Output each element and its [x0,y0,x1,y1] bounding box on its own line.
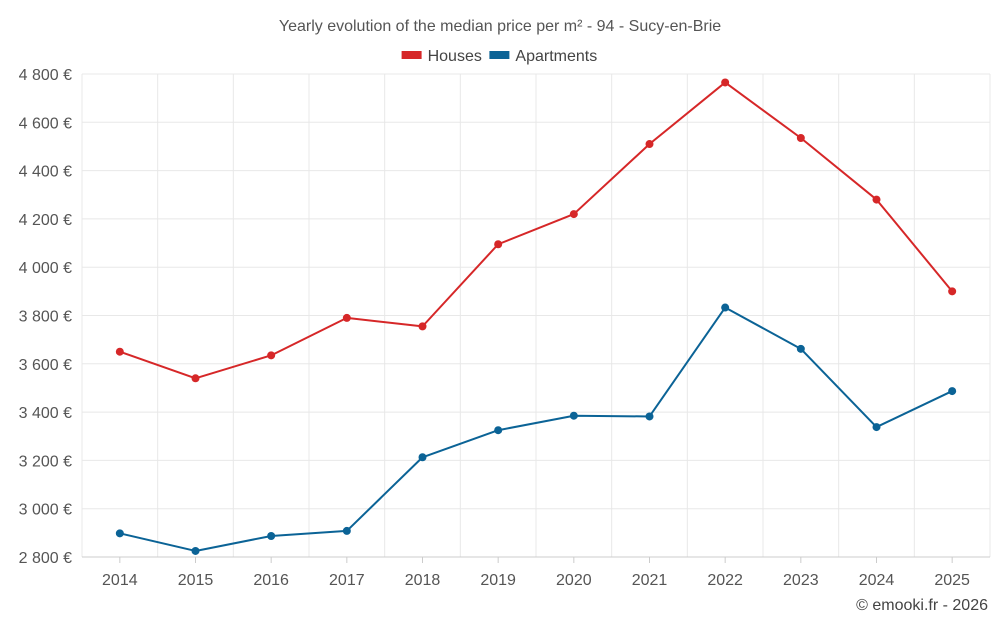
data-point-apartments[interactable] [267,531,276,540]
y-tick-label: 3 200 € [19,453,72,470]
data-point-houses[interactable] [342,313,351,322]
x-tick-label: 2017 [329,572,365,589]
data-point-houses[interactable] [796,133,805,142]
data-point-apartments[interactable] [191,546,200,555]
legend: Houses Apartments [401,48,597,65]
x-tick-label: 2018 [405,572,441,589]
x-tick-label: 2021 [632,572,668,589]
y-tick-label: 3 600 € [19,357,72,374]
y-tick-label: 2 800 € [19,550,72,567]
legend-swatch-apartments[interactable] [489,51,510,59]
legend-label-apartments[interactable]: Apartments [515,48,597,65]
x-tick-label: 2023 [783,572,819,589]
series-line-apartments [119,306,953,552]
data-point-apartments[interactable] [115,529,124,538]
series-layer [115,78,957,555]
data-point-apartments[interactable] [796,344,805,353]
data-point-apartments[interactable] [494,426,503,435]
data-point-apartments[interactable] [418,453,427,462]
legend-swatch-houses[interactable] [401,51,422,59]
data-point-houses[interactable] [115,347,124,356]
legend-label-houses[interactable]: Houses [428,48,482,65]
x-tick-label: 2024 [859,572,895,589]
data-point-apartments[interactable] [569,411,578,420]
data-point-apartments[interactable] [342,526,351,535]
y-tick-label: 4 800 € [19,67,72,84]
data-point-houses[interactable] [191,374,200,383]
y-tick-label: 4 600 € [19,115,72,132]
data-point-houses[interactable] [267,351,276,360]
data-point-houses[interactable] [872,195,881,204]
chart-title: Yearly evolution of the median price per… [279,18,721,35]
x-tick-label: 2022 [707,572,743,589]
y-tick-label: 3 800 € [19,309,72,326]
x-tick-label: 2019 [480,572,516,589]
data-point-houses[interactable] [721,78,730,87]
data-point-houses[interactable] [418,322,427,331]
x-tick-label: 2025 [934,572,970,589]
data-point-houses[interactable] [569,210,578,219]
data-point-apartments[interactable] [721,303,730,312]
series-line-houses [119,81,953,380]
x-tick-label: 2015 [178,572,214,589]
data-point-apartments[interactable] [948,387,957,396]
data-point-apartments[interactable] [872,423,881,432]
y-tick-label: 3 000 € [19,502,72,519]
data-point-houses[interactable] [645,140,654,149]
y-tick-label: 4 200 € [19,212,72,229]
y-tick-label: 4 400 € [19,164,72,181]
x-tick-label: 2020 [556,572,592,589]
x-tick-label: 2014 [102,572,138,589]
x-tick-label: 2016 [253,572,289,589]
credit-text: © emooki.fr - 2026 [856,597,988,614]
data-point-houses[interactable] [494,240,503,249]
y-tick-label: 4 000 € [19,260,72,277]
grid-lines [81,73,991,558]
data-point-apartments[interactable] [645,412,654,421]
axes: 2 800 € 3 000 € 3 200 € 3 400 € 3 600 € 3 800… [19,67,990,589]
y-tick-label: 3 400 € [19,405,72,422]
data-point-houses[interactable] [948,287,957,296]
